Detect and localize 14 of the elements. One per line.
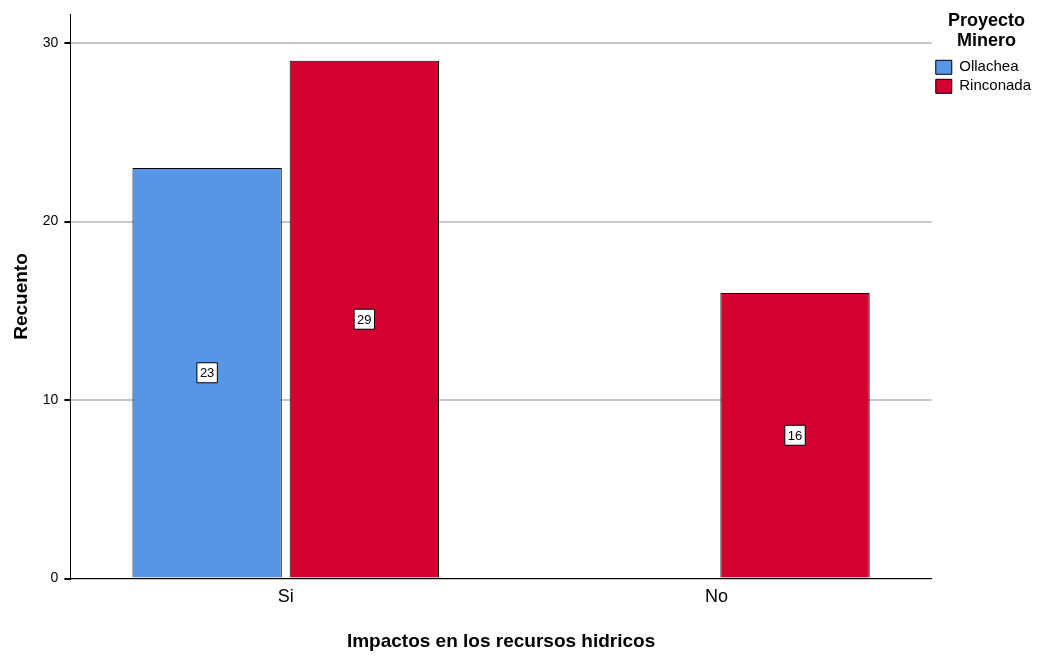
data-label: 16 [787, 427, 803, 443]
legend-label: Rinconada [959, 76, 1032, 94]
x-tick-label: Si [277, 586, 294, 607]
legend-title: Proyecto Minero [947, 9, 1025, 50]
y-tick-label: 20 [42, 212, 59, 229]
x-tick-label: No [704, 586, 728, 607]
data-label: 29 [357, 311, 372, 327]
y-tick-label: 10 [42, 390, 59, 407]
y-tick-label: 30 [42, 33, 59, 50]
x-axis-title: Impactos en los recursos hidricos [346, 629, 656, 651]
legend-label: Ollachea [959, 57, 1020, 75]
y-tick-label: 0 [50, 569, 59, 586]
y-axis-title: Recuento [9, 253, 31, 340]
data-label: 23 [199, 365, 215, 381]
